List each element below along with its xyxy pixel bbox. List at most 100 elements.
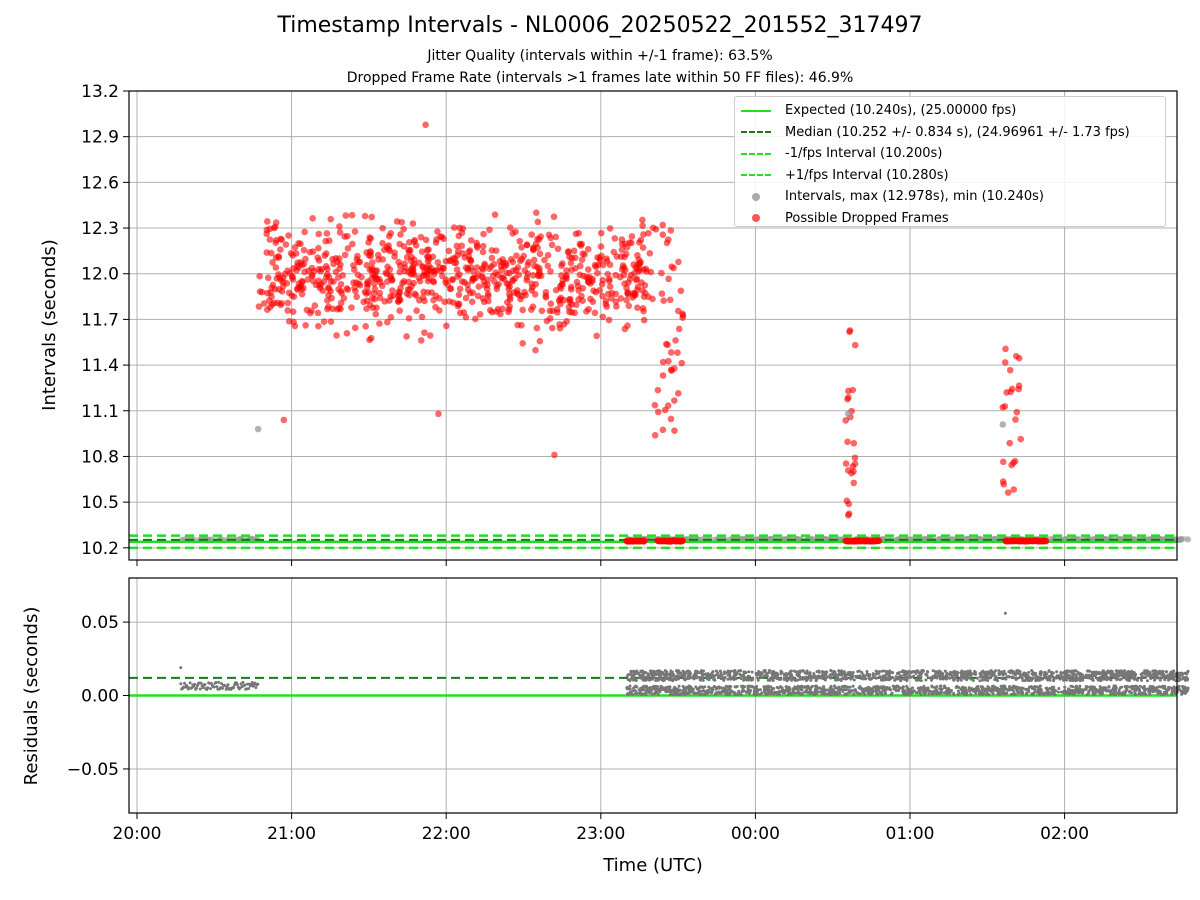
residual-point — [1095, 672, 1099, 676]
chart-subtitle-jitter: Jitter Quality (intervals within +/-1 fr… — [427, 48, 773, 64]
dropped-frame-point — [425, 266, 433, 273]
dropped-frame-point — [536, 250, 544, 258]
dropped-frame-point — [424, 257, 432, 265]
residual-point — [1001, 688, 1005, 692]
residual-point — [969, 673, 973, 677]
residual-point — [1164, 690, 1168, 694]
dropped-frame-point — [842, 460, 850, 467]
dropped-frame-point — [453, 266, 461, 273]
residual-point — [743, 670, 747, 674]
dropped-frame-point — [367, 249, 375, 256]
residual-point — [908, 687, 912, 691]
dropped-frame-point — [337, 261, 344, 268]
dropped-frame-point — [309, 214, 316, 222]
residual-point — [243, 683, 247, 687]
residual-point — [1084, 675, 1088, 679]
residual-point — [930, 685, 934, 689]
dropped-frame-point — [327, 215, 335, 223]
residual-point — [1139, 692, 1143, 696]
residual-point — [956, 679, 960, 683]
dropped-frame-point — [361, 288, 369, 296]
residual-point — [674, 669, 678, 673]
dropped-frame-point — [403, 333, 410, 340]
residual-point — [1123, 692, 1127, 696]
residual-point — [947, 676, 951, 680]
residual-point — [858, 674, 862, 678]
dropped-frame-point — [350, 279, 357, 286]
dropped-frame-point — [354, 271, 362, 279]
dropped-frame-point — [550, 213, 558, 221]
residual-point — [962, 688, 966, 692]
residual-point — [1140, 675, 1144, 679]
dropped-frame-point — [300, 246, 308, 254]
dropped-frame-point — [851, 454, 859, 462]
residual-point — [1084, 685, 1088, 689]
residual-point — [676, 677, 680, 681]
residual-point — [747, 692, 751, 696]
residual-point — [232, 686, 236, 690]
top-ytick-label: 10.2 — [81, 539, 119, 559]
residual-point — [960, 669, 964, 673]
top-ytick-label: 13.2 — [81, 82, 119, 102]
residual-point — [815, 689, 819, 693]
residual-point — [1025, 691, 1029, 695]
residual-point — [1054, 676, 1058, 680]
residual-point — [1051, 671, 1055, 675]
x-tick-label: 23:00 — [576, 824, 625, 844]
residual-point — [954, 675, 958, 679]
residual-point — [811, 676, 815, 680]
residual-point — [651, 687, 655, 691]
interval-point — [1117, 535, 1124, 542]
residual-point — [721, 676, 725, 680]
residual-point — [925, 670, 929, 674]
residual-point — [757, 671, 761, 675]
dropped-frame-point — [628, 239, 635, 247]
residual-point — [916, 669, 920, 673]
residual-point — [1087, 669, 1091, 673]
dropped-frame-point — [372, 310, 380, 318]
dropped-frame-point — [659, 358, 667, 366]
dropped-frame-point — [1017, 435, 1025, 443]
residual-point — [1008, 685, 1012, 689]
residual-point — [894, 675, 898, 679]
interval-point — [767, 535, 774, 542]
dropped-frame-point — [413, 307, 420, 315]
interval-point — [1178, 536, 1185, 543]
dropped-frame-point — [639, 222, 646, 230]
dropped-frame-point — [351, 324, 359, 332]
residual-point — [756, 688, 760, 692]
residual-point — [910, 670, 914, 674]
dropped-frame-point — [544, 262, 552, 270]
dropped-frame-point — [599, 313, 607, 321]
residual-point — [754, 690, 758, 694]
dropped-frame-point — [456, 285, 464, 293]
dropped-frame-point — [659, 231, 667, 239]
interval-point — [844, 410, 852, 418]
residual-point — [1094, 687, 1098, 691]
residual-point — [678, 688, 682, 692]
residual-point — [846, 671, 850, 675]
residual-point — [917, 678, 921, 682]
dropped-frame-point — [541, 256, 548, 264]
residual-point — [1037, 678, 1041, 682]
dropped-frame-point — [411, 290, 419, 298]
residual-point — [949, 689, 953, 693]
residual-point — [631, 670, 635, 674]
residual-point — [943, 686, 947, 690]
dropped-frame-point — [441, 298, 448, 306]
residual-point — [639, 692, 643, 696]
residual-point — [1133, 672, 1137, 676]
dropped-frame-point — [659, 221, 667, 229]
residual-point — [982, 675, 986, 679]
residual-point — [708, 690, 712, 694]
residual-point — [1127, 671, 1131, 675]
dropped-frame-point — [589, 298, 597, 306]
dropped-frame-point — [410, 279, 417, 287]
residual-point — [1143, 688, 1147, 692]
dropped-frame-point — [418, 313, 426, 321]
interval-point — [991, 535, 998, 542]
residual-point — [772, 687, 776, 691]
residual-point — [640, 686, 644, 690]
residual-point — [1148, 692, 1152, 696]
dropped-frame-point — [567, 283, 575, 291]
